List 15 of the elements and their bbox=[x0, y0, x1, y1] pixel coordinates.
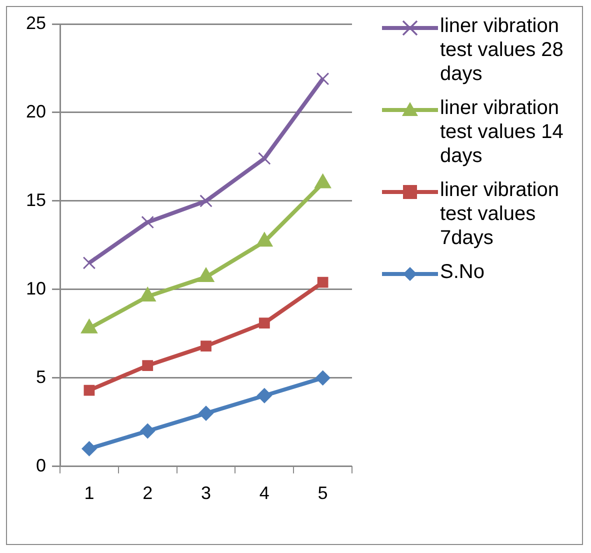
x-tick-label: 1 bbox=[84, 483, 94, 504]
y-tick-label: 5 bbox=[36, 366, 46, 387]
x-tick-label: 5 bbox=[318, 483, 328, 504]
y-tick-label: 0 bbox=[36, 455, 46, 476]
y-tick-label: 10 bbox=[26, 278, 46, 298]
legend-label: liner vibration test values 14 days bbox=[440, 96, 564, 168]
x-tick-label: 3 bbox=[201, 483, 212, 504]
legend-label: S.No bbox=[440, 260, 486, 284]
legend-label: liner vibration test values 7days bbox=[440, 178, 560, 250]
y-tick-label: 15 bbox=[26, 190, 46, 210]
legend-label: liner vibration test values 28 days bbox=[440, 14, 564, 86]
y-tick-label: 25 bbox=[26, 12, 46, 33]
x-tick-label: 2 bbox=[142, 483, 153, 504]
y-tick-label: 20 bbox=[26, 101, 46, 122]
x-tick-label: 4 bbox=[259, 483, 270, 504]
